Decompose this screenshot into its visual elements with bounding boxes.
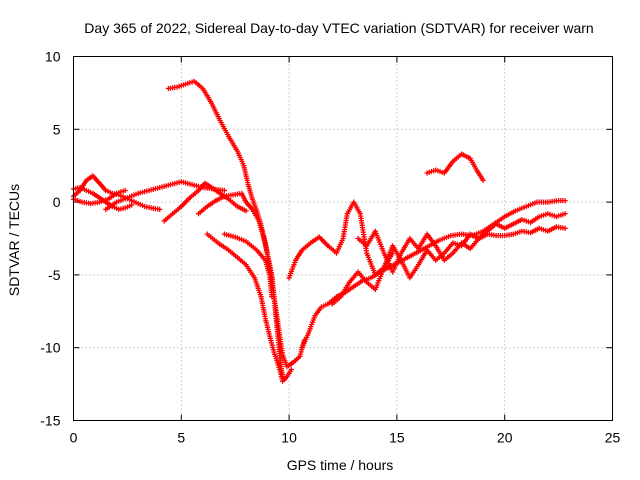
x-tick-label: 10 <box>281 430 297 446</box>
chart-title: Day 365 of 2022, Sidereal Day-to-day VTE… <box>84 20 593 36</box>
series-track-8 <box>204 231 294 384</box>
y-axis-label: SDTVAR / TECUs <box>6 184 22 296</box>
series-markers <box>424 151 486 183</box>
y-tick-label: -5 <box>48 267 61 283</box>
x-tick-label: 25 <box>605 430 621 446</box>
x-tick-labels: 0 5 10 15 20 25 <box>70 430 621 446</box>
y-tick-label: 10 <box>45 49 61 65</box>
plot-frame <box>73 56 613 421</box>
y-tick-label: -10 <box>40 340 60 356</box>
series-track-13 <box>355 211 568 275</box>
series-markers <box>355 211 568 275</box>
grid <box>73 56 613 421</box>
series-markers <box>204 231 294 384</box>
x-tick-label: 5 <box>177 430 185 446</box>
data-series <box>70 78 568 384</box>
x-tick-label: 20 <box>497 430 513 446</box>
series-track-12 <box>329 224 568 307</box>
series-track-14 <box>424 151 486 183</box>
x-tick-label: 0 <box>70 430 78 446</box>
x-axis-label: GPS time / hours <box>287 457 394 473</box>
y-tick-label: 0 <box>53 194 61 210</box>
series-track-9 <box>221 231 275 300</box>
y-tick-label: -15 <box>40 413 60 429</box>
y-tick-labels: -15 -10 -5 0 5 10 <box>40 49 60 429</box>
x-tick-label: 15 <box>389 430 405 446</box>
series-markers <box>329 224 568 307</box>
y-tick-label: 5 <box>53 121 61 137</box>
series-markers <box>221 231 275 300</box>
